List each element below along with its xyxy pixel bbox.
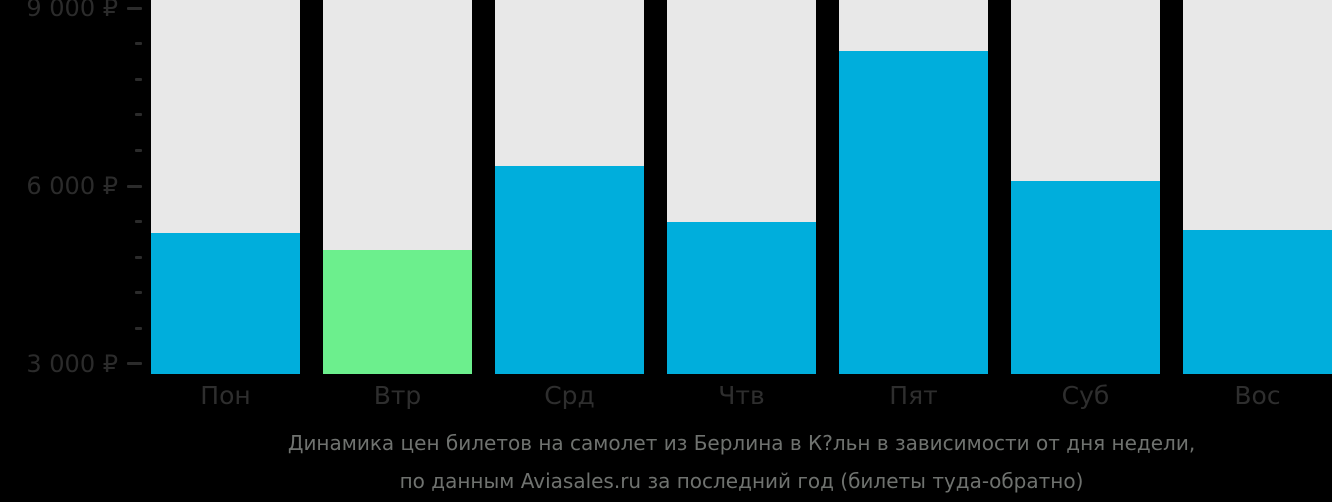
bar-group-1 [323, 0, 472, 374]
bar-value-3 [667, 222, 816, 374]
x-label-6: Вос [1234, 381, 1281, 410]
bar-group-0 [151, 0, 300, 374]
y-minor-tick-3600 [135, 326, 142, 330]
bar-group-3 [667, 0, 816, 374]
chart-title: Динамика цен билетов на самолет из Берли… [151, 424, 1332, 500]
bar-value-5 [1011, 181, 1160, 374]
bar-value-4 [839, 50, 988, 374]
y-minor-tick-4200 [135, 291, 142, 295]
y-major-tick-3000 [127, 362, 142, 366]
y-label-9000: 9 000 ₽ [26, 0, 118, 22]
x-label-1: Втр [373, 381, 422, 410]
bar-value-2 [495, 165, 644, 374]
x-label-2: Срд [544, 381, 595, 410]
y-minor-tick-8400 [135, 42, 142, 46]
bar-value-0 [151, 232, 300, 374]
x-axis: Пон Втр Срд Чтв Пят Суб Вос [151, 381, 1332, 411]
x-label-0: Пон [200, 381, 251, 410]
bar-group-2 [495, 0, 644, 374]
plot-area [151, 0, 1332, 374]
y-major-tick-9000 [127, 6, 142, 10]
bar-group-6 [1183, 0, 1332, 374]
y-minor-tick-7200 [135, 113, 142, 117]
chart-title-line-2: по данным Aviasales.ru за последний год … [399, 469, 1084, 493]
y-minor-tick-4800 [135, 255, 142, 259]
x-label-4: Пят [889, 381, 938, 410]
bar-value-1 [323, 250, 472, 374]
bar-group-5 [1011, 0, 1160, 374]
bar-group-4 [839, 0, 988, 374]
y-label-6000: 6 000 ₽ [26, 172, 118, 200]
bar-value-6 [1183, 229, 1332, 374]
x-label-5: Суб [1061, 381, 1110, 410]
y-label-3000: 3 000 ₽ [26, 349, 118, 378]
chart-title-line-1: Динамика цен билетов на самолет из Берли… [287, 431, 1196, 455]
x-label-3: Чтв [718, 381, 765, 410]
y-minor-tick-6600 [135, 148, 142, 152]
y-major-tick-6000 [127, 184, 142, 188]
y-minor-tick-7800 [135, 77, 142, 81]
y-minor-tick-5400 [135, 220, 142, 224]
